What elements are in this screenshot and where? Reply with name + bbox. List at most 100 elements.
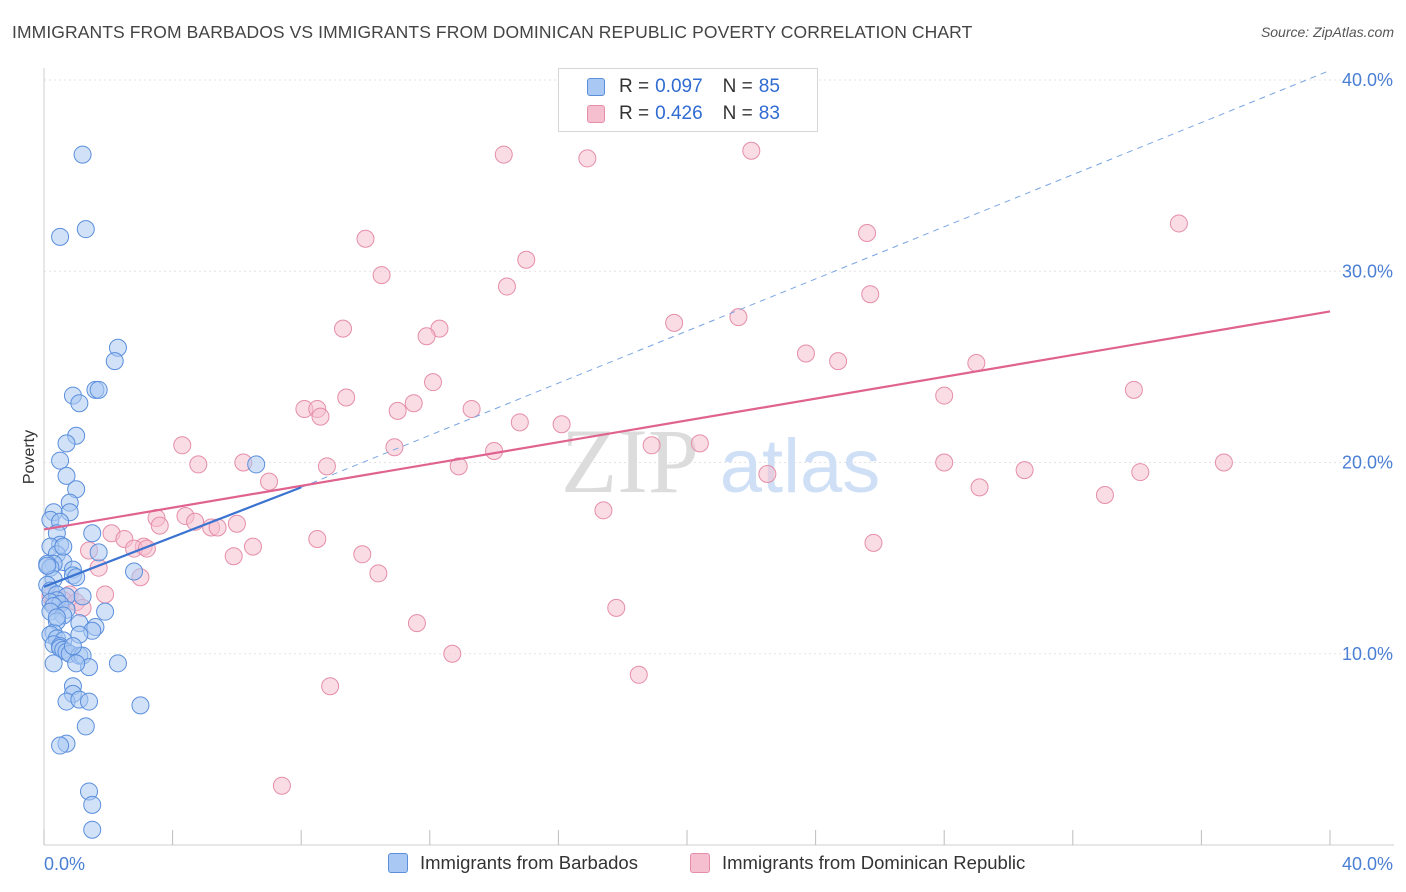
dominican-point [317, 457, 336, 476]
legend-item-dominican: Immigrants from Dominican Republic [690, 852, 1025, 874]
legend-swatch-dominican [587, 105, 605, 123]
watermark-zip: ZIP [561, 410, 699, 512]
dominican-point [729, 308, 748, 327]
dominican-point [337, 388, 356, 407]
dominican-point [1131, 463, 1150, 482]
barbados-point [89, 543, 108, 562]
barbados-point [67, 654, 86, 673]
dominican-point [224, 547, 243, 566]
source-label: Source: ZipAtlas.com [1260, 24, 1394, 40]
legend-n-label: N = [722, 76, 753, 97]
series-legend: Immigrants from Barbados Immigrants from… [0, 852, 1406, 878]
dominican-point [404, 394, 423, 413]
barbados-point [44, 654, 63, 673]
barbados-point [89, 380, 108, 399]
dominican-point [629, 665, 648, 684]
dominican-point [829, 352, 848, 371]
barbados-point [73, 587, 92, 606]
dominican-point [462, 399, 481, 418]
dominican-point [369, 564, 388, 583]
barbados-point [96, 602, 115, 621]
legend-swatch-barbados [388, 853, 408, 873]
legend-row-barbados: R = 0.097 N = 85 [587, 75, 780, 99]
barbados-point [51, 736, 70, 755]
dominican-trend-line [43, 310, 1331, 531]
watermark: ZIP atlas [561, 410, 880, 512]
x-tick-label: 0.0% [44, 854, 85, 874]
axes [43, 68, 1394, 846]
x-tick-labels: 0.0% 40.0% [44, 854, 1393, 874]
dominican-point [861, 285, 880, 304]
legend-r-value: 0.097 [655, 76, 703, 97]
dominican-point [552, 415, 571, 434]
legend-n-value: 83 [758, 103, 780, 124]
barbados-point [76, 717, 95, 736]
series-barbados-points [38, 145, 266, 839]
dominican-point [758, 464, 777, 483]
dominican-point [690, 434, 709, 453]
dominican-point [970, 478, 989, 497]
legend-n-value: 85 [758, 76, 780, 97]
dominican-point [796, 344, 815, 363]
barbados-point [54, 537, 73, 556]
dominican-point [1124, 380, 1143, 399]
dominican-point [372, 266, 391, 285]
y-tick-label: 20.0% [1342, 453, 1393, 473]
dominican-point [594, 501, 613, 520]
dominican-point [385, 438, 404, 457]
barbados-point [73, 145, 92, 164]
dominican-point [642, 436, 661, 455]
dominican-point [243, 537, 262, 556]
dominican-point [407, 614, 426, 633]
legend-swatch-dominican [690, 853, 710, 873]
dominican-point [935, 386, 954, 405]
dominican-point [742, 141, 761, 160]
barbados-point [83, 524, 102, 543]
barbados-trend-extension [301, 69, 1331, 488]
legend-r-value: 0.426 [655, 103, 703, 124]
dominican-point [578, 149, 597, 168]
y-tick-label: 40.0% [1342, 70, 1393, 90]
dominican-point [260, 472, 279, 491]
barbados-point [131, 696, 150, 715]
dominican-point [424, 373, 443, 392]
dominican-point [665, 313, 684, 332]
dominican-point [311, 407, 330, 426]
dominican-point [967, 354, 986, 373]
legend-item-barbados: Immigrants from Barbados [388, 852, 638, 874]
barbados-point [83, 795, 102, 814]
dominican-point [227, 514, 246, 533]
dominican-point [388, 401, 407, 420]
legend-n-label: N = [722, 103, 753, 124]
barbados-point [125, 562, 144, 581]
barbados-point [83, 820, 102, 839]
stats-legend: R = 0.097 N = 85 R = 0.426 N = 83 [558, 68, 818, 132]
watermark-atlas: atlas [720, 424, 881, 509]
legend-label-dominican: Immigrants from Dominican Republic [722, 852, 1026, 873]
dominican-point [173, 436, 192, 455]
dominican-point [449, 457, 468, 476]
dominican-point [308, 530, 327, 548]
legend-r-label: R = [619, 103, 650, 124]
dominican-point [321, 677, 340, 696]
dominican-point [150, 516, 169, 535]
barbados-point [70, 394, 89, 413]
y-tick-labels: 10.0% 20.0% 30.0% 40.0% [1342, 70, 1393, 664]
dominican-point [864, 533, 883, 552]
dominican-point [1169, 214, 1188, 233]
dominican-point [333, 319, 352, 338]
y-tick-label: 30.0% [1342, 261, 1393, 281]
legend-label-barbados: Immigrants from Barbados [420, 852, 638, 873]
barbados-point [57, 466, 76, 485]
dominican-point [1015, 461, 1034, 480]
dominican-point [189, 455, 208, 474]
dominican-point [858, 224, 877, 242]
dominican-point [272, 776, 291, 795]
y-axis-label: Poverty [21, 430, 38, 484]
barbados-trend-line [43, 486, 302, 588]
dominican-point [517, 250, 536, 269]
dominican-point [935, 453, 954, 472]
barbados-point [47, 608, 66, 627]
barbados-point [76, 220, 95, 239]
trend-lines [43, 69, 1331, 588]
